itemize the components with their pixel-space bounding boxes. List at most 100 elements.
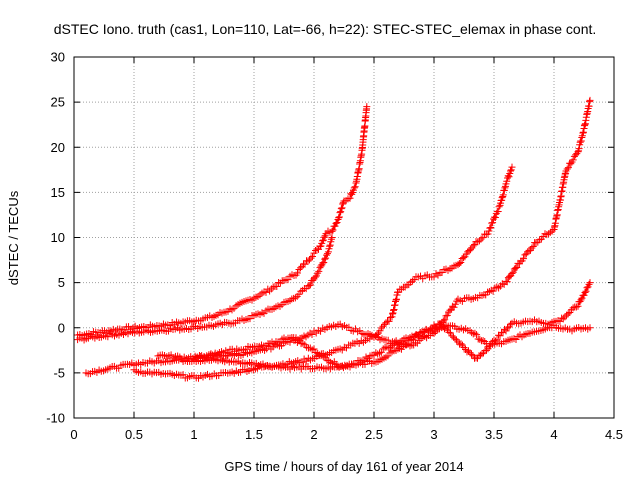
plus-marker: [574, 148, 582, 156]
plus-marker: [336, 209, 344, 217]
plus-marker: [479, 234, 487, 242]
plus-marker: [567, 160, 575, 168]
plus-marker: [576, 138, 584, 146]
plus-marker: [548, 227, 556, 235]
plus-marker: [479, 337, 487, 345]
plus-marker: [572, 303, 580, 311]
plus-marker: [319, 237, 327, 245]
plus-marker: [333, 218, 341, 226]
plus-marker: [478, 350, 486, 358]
plus-marker: [407, 278, 415, 286]
x-axis-label: GPS time / hours of day 161 of year 2014: [224, 459, 463, 474]
plus-marker: [501, 184, 509, 192]
axis-ticks: 0 0.5 1 1.5 2 2.5 3 3.5 4 4.5 -10 -5 0 5 10 15 20 25 30: [46, 50, 623, 443]
plus-marker: [441, 316, 449, 324]
plus-marker: [315, 267, 323, 275]
plus-marker: [337, 208, 345, 216]
plus-marker: [487, 223, 495, 231]
plus-marker: [301, 260, 309, 268]
plus-marker: [351, 183, 359, 191]
plus-marker: [445, 328, 453, 336]
plus-marker: [508, 269, 516, 277]
plus-marker: [581, 289, 589, 297]
plus-marker: [509, 268, 517, 276]
plus-marker: [508, 163, 516, 171]
plus-marker: [586, 324, 594, 332]
plus-marker: [410, 276, 418, 284]
plus-marker: [489, 219, 497, 227]
plus-marker: [322, 254, 330, 262]
plus-marker: [451, 335, 459, 343]
x-tick-label: 4.5: [605, 427, 623, 442]
plus-marker: [430, 330, 438, 338]
plus-marker: [328, 227, 336, 235]
plus-marker: [569, 156, 577, 164]
x-tick-label: 3.5: [485, 427, 503, 442]
plus-marker: [323, 250, 331, 258]
y-tick-label: 10: [51, 230, 65, 245]
plus-marker: [319, 236, 327, 244]
plus-marker: [489, 338, 496, 346]
y-axis-label: dSTEC / TECUs: [6, 190, 21, 285]
plus-marker: [273, 282, 281, 290]
plus-marker: [311, 273, 319, 281]
data-marks: [74, 96, 594, 382]
plus-marker: [505, 173, 513, 181]
plus-marker: [469, 330, 477, 338]
plus-marker: [529, 242, 537, 250]
y-tick-label: 30: [51, 50, 65, 65]
plus-marker: [312, 247, 319, 255]
plus-marker: [463, 348, 471, 356]
plus-marker: [532, 239, 540, 247]
y-tick-label: -10: [46, 411, 65, 426]
plus-marker: [408, 277, 416, 285]
plus-marker: [339, 200, 347, 208]
plus-marker: [306, 256, 313, 264]
y-tick-label: 25: [51, 95, 65, 110]
plus-marker: [473, 331, 481, 339]
plus-marker: [543, 231, 551, 239]
plus-marker: [513, 264, 521, 272]
series-arc5: [154, 96, 594, 363]
plus-marker: [328, 234, 336, 241]
plus-marker: [484, 230, 492, 238]
plus-marker: [320, 258, 328, 266]
plus-marker: [468, 350, 475, 358]
plus-marker: [577, 137, 585, 145]
plus-marker: [490, 336, 498, 344]
plus-marker: [485, 227, 493, 235]
plus-marker: [585, 280, 593, 288]
plus-marker: [460, 254, 468, 262]
plus-marker: [439, 317, 447, 325]
x-tick-label: 3: [430, 427, 437, 442]
plus-marker: [314, 269, 322, 277]
plus-marker: [503, 278, 511, 286]
x-tick-label: 2: [310, 427, 317, 442]
plus-marker: [288, 295, 296, 303]
plus-marker: [486, 224, 494, 232]
plus-marker: [579, 129, 587, 137]
plus-marker: [346, 194, 354, 202]
plus-marker: [466, 246, 474, 254]
series-arc2: [74, 234, 336, 344]
plus-marker: [466, 327, 474, 335]
plus-marker: [335, 214, 343, 222]
plus-marker: [469, 242, 477, 250]
plus-marker: [501, 325, 508, 333]
plus-marker: [326, 242, 334, 250]
series-arc6: [190, 279, 594, 370]
plus-marker: [457, 340, 465, 348]
plus-marker: [579, 128, 587, 136]
x-tick-label: 1.5: [245, 427, 263, 442]
plus-marker: [415, 332, 423, 340]
plus-marker: [295, 290, 303, 298]
plus-marker: [294, 269, 301, 277]
plus-marker: [586, 96, 594, 104]
plus-marker: [561, 313, 569, 321]
plus-marker: [316, 243, 324, 251]
plus-marker: [324, 248, 332, 256]
plus-marker: [495, 203, 503, 211]
plus-marker: [275, 279, 283, 287]
plus-marker: [295, 266, 303, 274]
plus-marker: [496, 332, 504, 340]
